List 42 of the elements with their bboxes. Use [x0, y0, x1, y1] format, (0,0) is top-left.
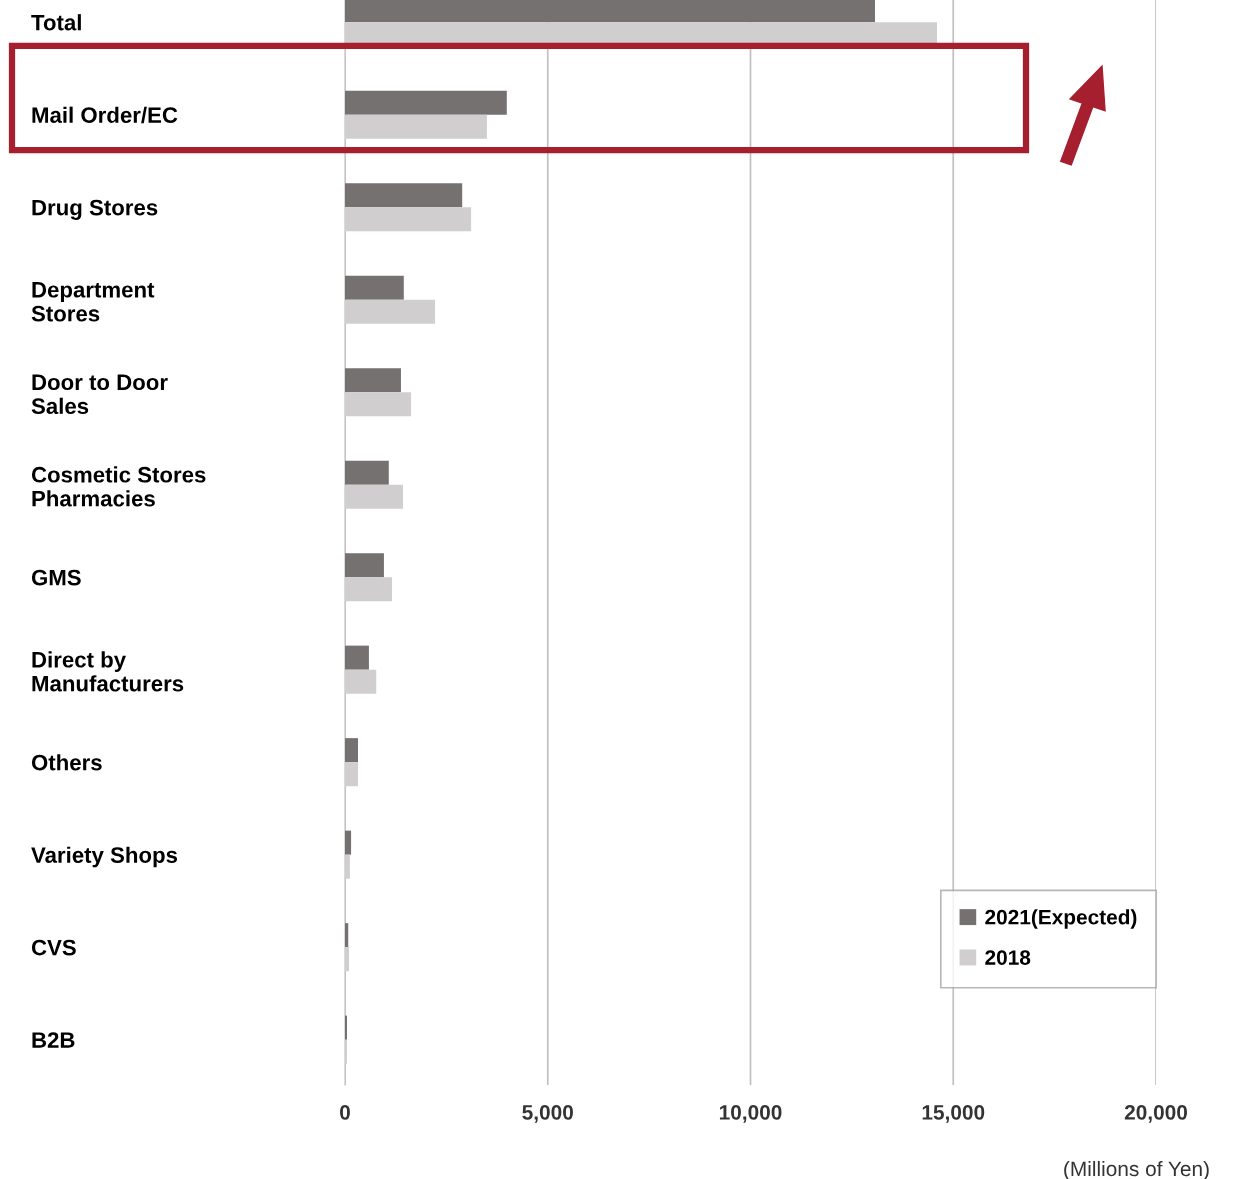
bar [345, 275, 404, 300]
bar [345, 207, 472, 232]
y-tick-label: Variety Shops [31, 846, 178, 868]
x-tick-label: 10,000 [719, 1104, 782, 1123]
bar [345, 114, 487, 139]
y-tick-label: Mail Order/EC [32, 106, 178, 124]
y-tick-label: Others [31, 754, 102, 771]
bar [345, 923, 349, 948]
y-tick-label: GMS [31, 569, 81, 586]
y-tick-label: Cosmetic Stores Pharmacies [31, 466, 206, 507]
bar [345, 645, 369, 670]
bar [345, 392, 412, 417]
bar [345, 553, 384, 578]
x-tick-label: 20,000 [1124, 1104, 1188, 1123]
x-tick-label: 15,000 [922, 1104, 985, 1123]
x-tick-label: 5,000 [522, 1104, 573, 1123]
bar [345, 0, 875, 23]
legend-label: 2018 [985, 950, 1031, 965]
bar [345, 762, 358, 787]
y-tick-label: CVS [31, 939, 76, 956]
bar [345, 738, 358, 763]
bar [345, 460, 389, 485]
y-tick-label: B2B [32, 1032, 75, 1048]
bar [345, 299, 436, 324]
bar [345, 669, 377, 694]
y-tick-label: Door to Door Sales [31, 374, 168, 415]
y-tick-label: Drug Stores [32, 199, 158, 220]
bar [345, 183, 463, 208]
y-tick-label: Direct by Manufacturers [32, 651, 184, 692]
bar [345, 1039, 348, 1064]
bar [345, 577, 393, 602]
x-tick-label: 0 [340, 1104, 350, 1120]
bar [345, 947, 350, 972]
bar [345, 830, 352, 855]
bar [345, 90, 507, 115]
bar [345, 854, 350, 879]
bar [345, 368, 401, 393]
y-tick-label: Total [31, 14, 81, 31]
legend-label: 2021(Expected) [985, 909, 1137, 929]
bar [345, 1015, 348, 1040]
bar [345, 484, 403, 509]
y-tick-label: Department Stores [31, 282, 155, 322]
